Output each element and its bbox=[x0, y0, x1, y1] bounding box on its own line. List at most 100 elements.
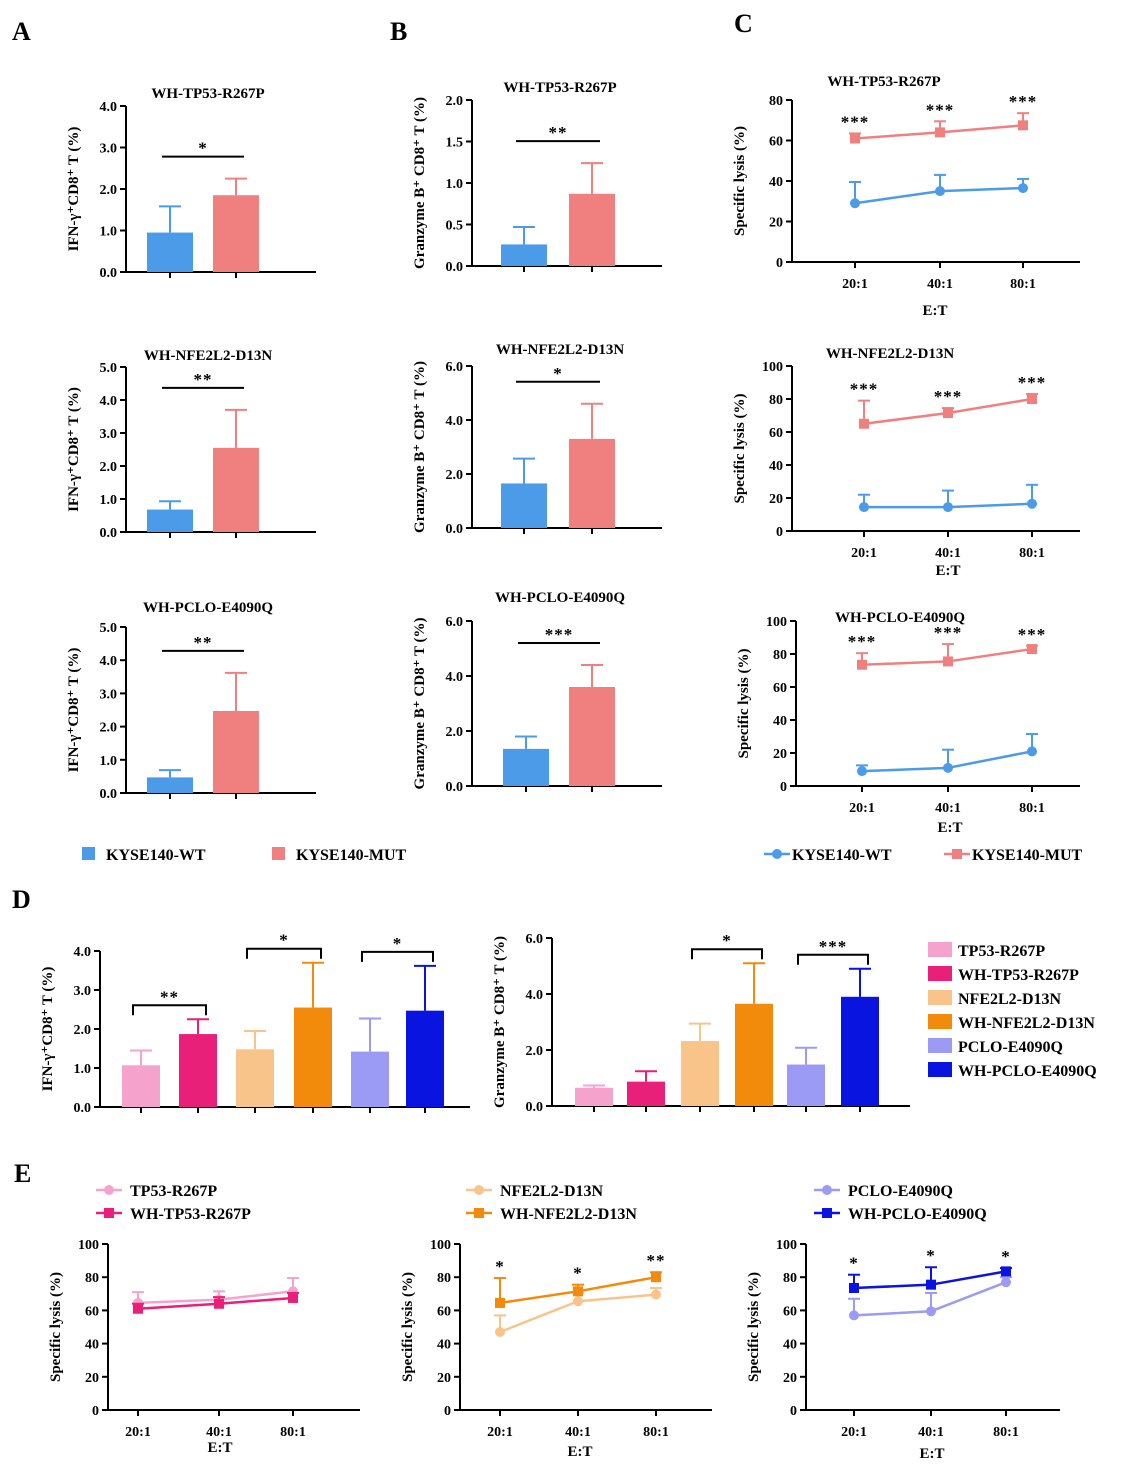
y-tick-label: 80 bbox=[769, 94, 783, 109]
bar-KYSE140-MUT bbox=[213, 195, 259, 272]
significance-label: *** bbox=[819, 937, 848, 956]
marker-circle bbox=[926, 1306, 936, 1317]
marker-square bbox=[214, 1298, 224, 1309]
bar-chart-A1: 0.0 1.0 2.0 3.0 4.0 IFN-γ⁺CD8⁺ T (%) WH-TP53-R… bbox=[66, 86, 316, 281]
y-axis-label: Specific lysis (%) bbox=[736, 649, 752, 759]
significance-bracket bbox=[132, 1004, 207, 1016]
x-axis-label: E:T bbox=[937, 820, 962, 836]
y-axis-label: IFN-γ⁺CD8⁺ T (%) bbox=[40, 967, 56, 1092]
bar-chart-B1: 0.0 0.5 1.0 1.5 2.0 Granzyme B⁺ CD8⁺ T (%) WH-… bbox=[412, 80, 662, 275]
line-chart-E3: 0 20 40 60 80 100 Specific lysis (%) 20:1 40:1 80… bbox=[746, 1183, 1060, 1462]
y-tick-label: 100 bbox=[766, 615, 787, 630]
marker-square bbox=[104, 1208, 114, 1218]
bar-WH-TP53-R267P bbox=[627, 1081, 665, 1106]
legend-label: WH-TP53-R267P bbox=[130, 1206, 251, 1223]
legend-swatch bbox=[82, 847, 95, 860]
marker-circle bbox=[850, 198, 860, 209]
y-tick-label: 5.0 bbox=[100, 621, 118, 636]
x-tick-label: 80:1 bbox=[993, 1425, 1019, 1440]
significance-label: * bbox=[722, 931, 732, 950]
legend-label: WH-PCLO-E4090Q bbox=[958, 1063, 1097, 1080]
bar-KYSE140-MUT bbox=[569, 193, 615, 266]
legend-label: WH-NFE2L2-D13N bbox=[958, 1015, 1095, 1032]
bar-KYSE140-WT bbox=[147, 777, 193, 793]
y-tick-label: 0.0 bbox=[100, 787, 118, 802]
chart-title: WH-TP53-R267P bbox=[503, 80, 616, 96]
bar-chart-B2: 0.0 2.0 4.0 6.0 Granzyme B⁺ CD8⁺ T (%) WH-NFE… bbox=[412, 342, 662, 537]
y-axis-label: Specific lysis (%) bbox=[732, 394, 748, 504]
y-tick-label: 0.0 bbox=[446, 522, 464, 537]
significance-label: * bbox=[393, 934, 403, 953]
y-tick-label: 3.0 bbox=[100, 427, 118, 442]
significance-label: * bbox=[495, 1257, 505, 1276]
bar-KYSE140-WT bbox=[147, 232, 193, 272]
marker-circle bbox=[943, 502, 953, 513]
marker-circle bbox=[857, 766, 867, 777]
y-axis-label: Granzyme B⁺ CD8⁺ T (%) bbox=[412, 361, 428, 533]
y-tick-label: 80 bbox=[437, 1271, 451, 1286]
marker-square bbox=[133, 1303, 143, 1314]
significance-label: * bbox=[279, 931, 289, 950]
significance-label: ** bbox=[194, 370, 213, 389]
x-tick-label: 80:1 bbox=[1019, 546, 1045, 561]
bar-KYSE140-MUT bbox=[569, 687, 615, 786]
bar-TP53-R267P bbox=[122, 1065, 160, 1107]
y-tick-label: 100 bbox=[776, 1238, 797, 1253]
significance-label: *** bbox=[850, 380, 879, 399]
y-tick-label: 40 bbox=[773, 714, 787, 729]
bar-chart-B3: 0.0 2.0 4.0 6.0 Granzyme B⁺ CD8⁺ T (%) WH-PCL… bbox=[412, 590, 662, 795]
panel-label-A: A bbox=[12, 17, 31, 46]
chart-title: WH-TP53-R267P bbox=[151, 86, 264, 102]
legend-label: NFE2L2-D13N bbox=[500, 1183, 604, 1200]
significance-label: * bbox=[926, 1246, 936, 1265]
significance-label: ** bbox=[647, 1251, 666, 1270]
marker-circle bbox=[859, 502, 869, 513]
x-tick-label: 80:1 bbox=[1010, 277, 1036, 292]
y-tick-label: 0.0 bbox=[526, 1100, 544, 1115]
significance-label: * bbox=[573, 1264, 583, 1283]
significance-label: *** bbox=[848, 632, 877, 651]
y-tick-label: 100 bbox=[78, 1238, 99, 1253]
y-tick-label: 60 bbox=[85, 1304, 99, 1319]
significance-bracket bbox=[691, 948, 763, 960]
legend-label: NFE2L2-D13N bbox=[958, 991, 1062, 1008]
y-tick-label: 20 bbox=[783, 1371, 797, 1386]
marker-circle bbox=[1001, 1277, 1011, 1288]
bar-KYSE140-WT bbox=[147, 509, 193, 532]
bar-KYSE140-MUT bbox=[213, 447, 259, 532]
marker-square bbox=[850, 133, 860, 144]
marker-circle bbox=[573, 1296, 583, 1307]
y-tick-label: 60 bbox=[437, 1304, 451, 1319]
y-tick-label: 1.0 bbox=[74, 1062, 92, 1077]
y-axis-label: Specific lysis (%) bbox=[746, 1272, 762, 1382]
legend-label: TP53-R267P bbox=[958, 943, 1045, 960]
bar-KYSE140-WT bbox=[503, 748, 549, 786]
significance-label: * bbox=[198, 139, 208, 158]
marker-square bbox=[935, 127, 945, 138]
y-axis-label: IFN-γ⁺CD8⁺ T (%) bbox=[66, 127, 82, 252]
marker-circle bbox=[104, 1185, 114, 1195]
x-tick-label: 80:1 bbox=[1019, 801, 1045, 816]
y-tick-label: 0.0 bbox=[446, 260, 464, 275]
y-tick-label: 20 bbox=[769, 216, 783, 231]
y-tick-label: 4.0 bbox=[100, 100, 118, 115]
chart-title: WH-PCLO-E4090Q bbox=[143, 600, 273, 616]
marker-square bbox=[1001, 1266, 1011, 1277]
y-tick-label: 2.0 bbox=[446, 725, 464, 740]
bar-WH-PCLO-E4090Q bbox=[841, 996, 879, 1106]
y-axis-label: Specific lysis (%) bbox=[48, 1272, 64, 1382]
y-tick-label: 5.0 bbox=[100, 361, 118, 376]
bar-WH-NFE2L2-D13N bbox=[294, 1007, 332, 1107]
bar-NFE2L2-D13N bbox=[681, 1041, 719, 1106]
bar-chart-A3: 0.0 1.0 2.0 3.0 4.0 5.0 IFN-γ⁺CD8⁺ T (%) WH-PCL… bbox=[66, 600, 316, 802]
chart-title: WH-PCLO-E4090Q bbox=[495, 590, 625, 606]
y-tick-label: 100 bbox=[762, 360, 783, 375]
marker-square bbox=[1027, 394, 1037, 404]
legend-label: KYSE140-MUT bbox=[296, 847, 407, 864]
y-tick-label: 60 bbox=[783, 1304, 797, 1319]
y-tick-label: 40 bbox=[437, 1338, 451, 1353]
marker-square bbox=[1027, 644, 1037, 655]
y-tick-label: 2.0 bbox=[446, 94, 464, 109]
marker-circle bbox=[474, 1185, 484, 1195]
